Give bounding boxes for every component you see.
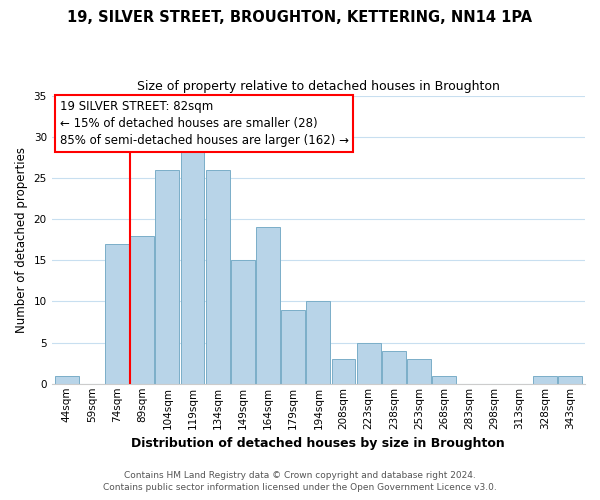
Text: Contains HM Land Registry data © Crown copyright and database right 2024.
Contai: Contains HM Land Registry data © Crown c…	[103, 471, 497, 492]
Bar	[105, 244, 129, 384]
Bar	[332, 359, 355, 384]
Text: 19 SILVER STREET: 82sqm
← 15% of detached houses are smaller (28)
85% of semi-de: 19 SILVER STREET: 82sqm ← 15% of detache…	[59, 100, 349, 147]
Bar	[231, 260, 255, 384]
Bar	[181, 145, 205, 384]
Bar	[307, 302, 330, 384]
Bar	[407, 359, 431, 384]
Bar	[356, 342, 380, 384]
Bar	[382, 351, 406, 384]
Bar	[432, 376, 456, 384]
Bar	[55, 376, 79, 384]
Bar	[206, 170, 230, 384]
Title: Size of property relative to detached houses in Broughton: Size of property relative to detached ho…	[137, 80, 500, 93]
Bar	[155, 170, 179, 384]
Bar	[256, 228, 280, 384]
Y-axis label: Number of detached properties: Number of detached properties	[15, 146, 28, 332]
Bar	[281, 310, 305, 384]
Bar	[130, 236, 154, 384]
Bar	[533, 376, 557, 384]
Bar	[558, 376, 582, 384]
X-axis label: Distribution of detached houses by size in Broughton: Distribution of detached houses by size …	[131, 437, 505, 450]
Text: 19, SILVER STREET, BROUGHTON, KETTERING, NN14 1PA: 19, SILVER STREET, BROUGHTON, KETTERING,…	[67, 10, 533, 25]
